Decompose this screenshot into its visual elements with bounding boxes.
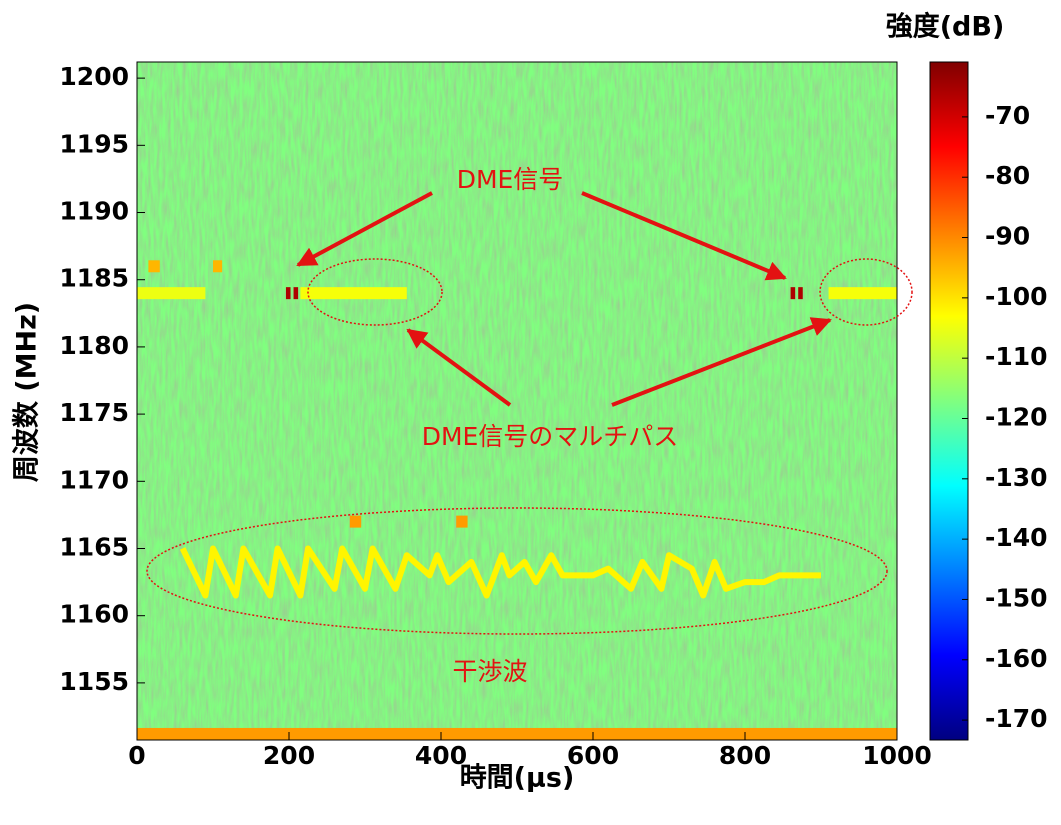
- signal: [828, 287, 897, 300]
- x-tick-label: 200: [263, 741, 315, 770]
- x-tick-label: 400: [415, 741, 467, 770]
- ellipse: [146, 507, 888, 635]
- colorbar-tick-label: -100: [985, 282, 1048, 311]
- signal: [293, 287, 299, 300]
- ellipse: [307, 258, 443, 326]
- y-axis-label: 周波数 (MHz): [12, 302, 43, 482]
- arrow: [406, 328, 512, 407]
- x-axis-label: 時間(μs): [460, 763, 575, 794]
- annotation: 干渉波: [452, 657, 527, 686]
- colorbar-tick-label: -140: [985, 523, 1048, 552]
- colorbar-tick-label: -90: [985, 222, 1030, 251]
- annotation: DME信号: [457, 165, 564, 194]
- colorbar-scale: [929, 61, 969, 741]
- ellipse: [819, 258, 913, 326]
- y-tick-label: 1185: [59, 264, 129, 293]
- signal: [456, 515, 468, 528]
- colorbar-tick-label: -130: [985, 463, 1048, 492]
- signal: [137, 287, 206, 300]
- colorbar-tick-label: -70: [985, 101, 1030, 130]
- colorbar-tick-label: -150: [985, 583, 1048, 612]
- y-tick-label: 1180: [59, 331, 129, 360]
- colorbar-tick-label: -120: [985, 402, 1048, 431]
- y-tick-label: 1175: [59, 398, 129, 427]
- y-tick-label: 1195: [59, 129, 129, 158]
- plot-area: [137, 62, 897, 740]
- colorbar-tick-label: -80: [985, 161, 1030, 190]
- annotation: DME信号のマルチパス: [422, 422, 679, 451]
- x-tick-label: 0: [128, 741, 145, 770]
- signal: [798, 287, 803, 300]
- colorbar-tick-label: -110: [985, 342, 1048, 371]
- colorbar-tick-label: -160: [985, 644, 1048, 673]
- signal: [300, 287, 407, 300]
- arrow: [611, 317, 832, 407]
- y-tick-label: 1200: [59, 62, 129, 91]
- y-tick-label: 1170: [59, 465, 129, 494]
- colorbar-label: 強度(dB): [886, 11, 1005, 43]
- signal: [790, 287, 796, 300]
- colorbar: -170 -160 -150 -140 -130 -120 -110 -100 -90 -80 -7…: [929, 61, 1048, 741]
- x-tick-label: 600: [567, 741, 619, 770]
- noise: [137, 62, 897, 740]
- arrow: [296, 191, 433, 267]
- signal: [285, 287, 291, 300]
- y-tick-label: 1160: [59, 600, 129, 629]
- interference: [179, 545, 821, 599]
- y-tick-label: 1190: [59, 197, 129, 226]
- colorbar-tick-label: -170: [985, 704, 1048, 733]
- signal: [148, 260, 160, 273]
- x-tick-label: 1000: [862, 741, 932, 770]
- signal: [349, 515, 362, 528]
- x-tick-label: 800: [719, 741, 771, 770]
- plot-frame: [136, 61, 898, 741]
- y-tick-label: 1165: [59, 532, 129, 561]
- signal: [137, 727, 897, 740]
- y-tick-label: 1155: [59, 667, 129, 696]
- signal: [213, 260, 223, 273]
- annotations: [146, 191, 913, 635]
- arrow: [581, 191, 787, 281]
